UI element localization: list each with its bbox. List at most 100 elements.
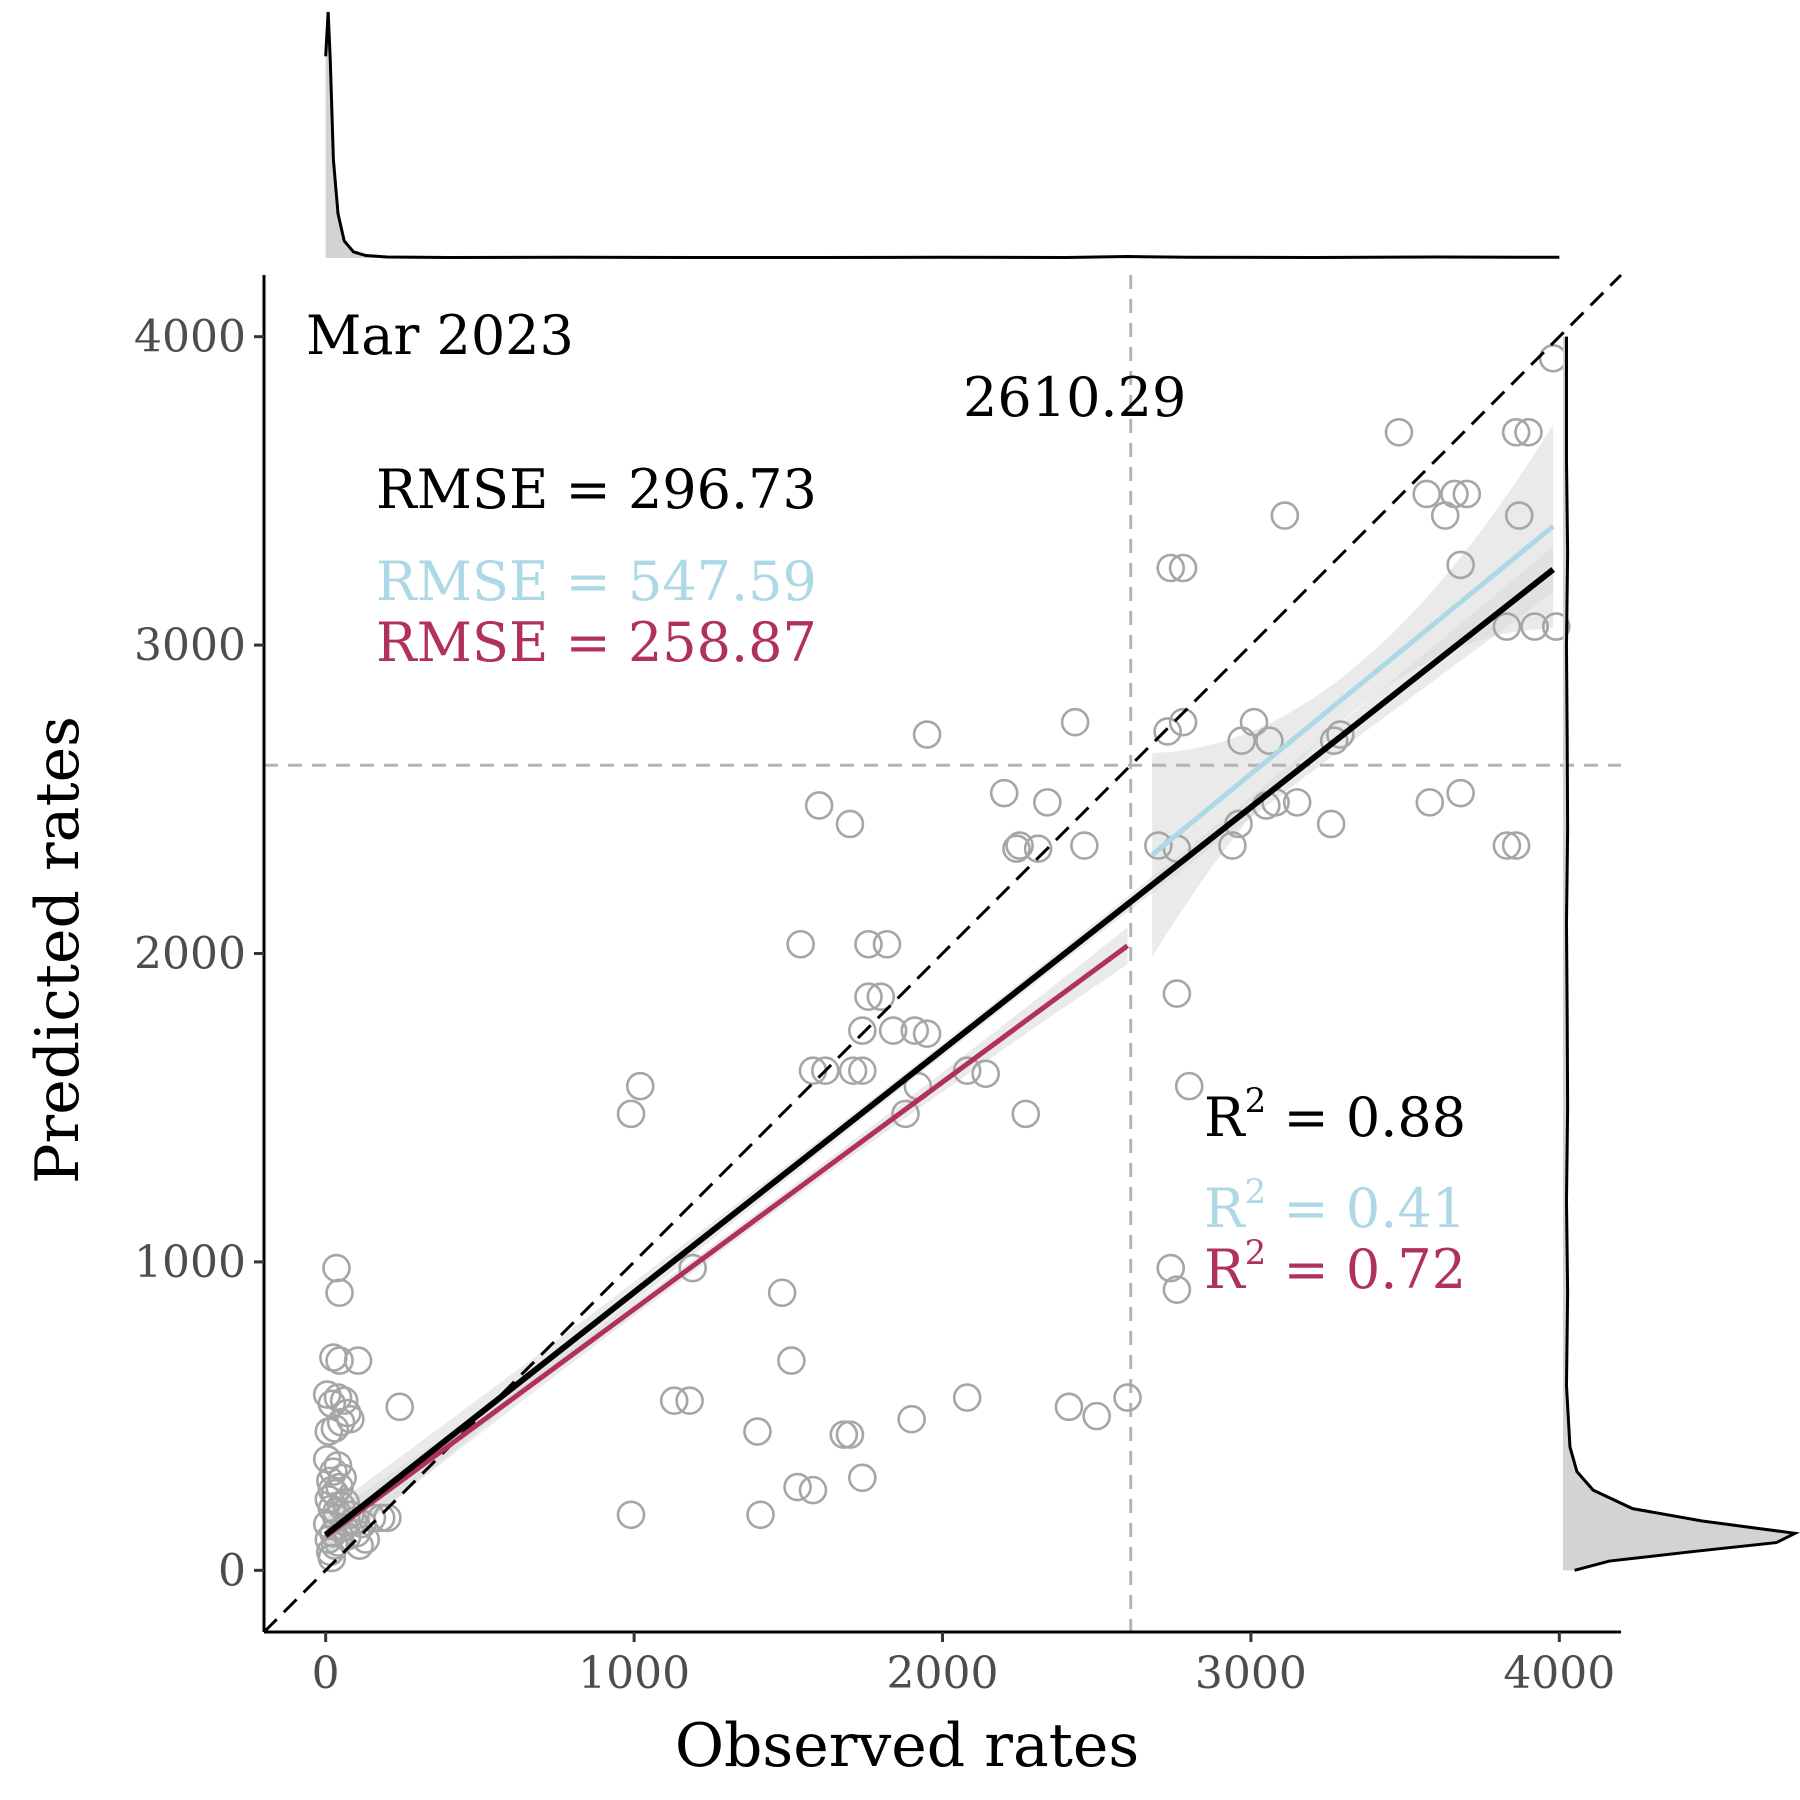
data-point [848,1016,877,1045]
data-point [829,1420,859,1449]
data-point [1504,501,1534,530]
data-point [385,1392,415,1422]
data-point [329,1386,359,1415]
data-point [1492,831,1522,860]
data-point [1282,788,1312,817]
top-density-fill [325,12,1560,258]
data-point [1415,788,1445,817]
data-point [317,1475,347,1505]
data-point [312,1444,342,1474]
data-point [1501,831,1531,860]
y-tick-label: 3000 [134,620,246,671]
data-point [1082,1401,1112,1431]
data-point [1319,726,1349,755]
x-tick-label: 4000 [1503,1648,1615,1699]
data-point [1538,343,1568,373]
data-point [1326,720,1355,749]
fit-line-above-threshold [1150,524,1555,857]
axes: 0 1000 2000 3000 4000 0 1000 2000 3000 4000 [134,275,1621,1699]
x-tick-label: 0 [312,1648,340,1699]
data-point [616,1500,646,1530]
data-point [798,1475,828,1505]
data-point [322,1253,351,1283]
data-point [1011,1099,1041,1129]
data-point [854,929,883,959]
data-point [325,1346,354,1375]
data-point [1255,726,1284,755]
data-point [1270,501,1300,530]
data-point [848,1056,877,1085]
data-point [616,1099,646,1129]
data-point [1060,707,1090,737]
data-point [872,929,902,959]
data-point [373,1503,402,1533]
top-density-curve [324,11,1560,260]
data-point [1113,1383,1142,1412]
data-point [804,791,834,820]
data-point [848,1463,877,1493]
data-point [1070,831,1099,860]
x-axis-title: Observed rates [675,1711,1139,1781]
data-point [1033,788,1062,817]
x-tick-label: 1000 [578,1648,690,1699]
threshold-label: 2610.29 [963,366,1186,429]
data-point [891,1099,920,1129]
fit-line-below-threshold [324,943,1130,1539]
fit-line-overall [323,567,1556,1538]
data-point [866,982,896,1011]
regression-lines [262,273,1623,1634]
y-tick-label: 2000 [134,929,246,980]
data-point [1492,612,1522,641]
data-point [912,720,942,749]
data-point [878,1016,908,1045]
data-point [1174,1071,1204,1101]
data-point [1239,707,1269,737]
data-point [336,1404,365,1434]
data-point [897,1404,926,1434]
data-point [342,1519,371,1548]
data-point [783,1472,812,1502]
data-point [1440,479,1469,509]
x-tick-label: 3000 [1195,1648,1307,1699]
data-point [1054,1392,1084,1422]
data-point [675,1386,704,1415]
data-point [777,1346,806,1375]
data-point [312,1380,342,1409]
data-point [1023,834,1053,863]
data-point [746,1500,775,1530]
y-tick-label: 4000 [134,312,246,363]
data-point [835,1420,865,1449]
data-point [678,1253,707,1283]
data-point [1316,809,1346,839]
r2-label-above: R2 = 0.41 [1204,1172,1466,1240]
data-point [767,1278,797,1308]
r2-label-below: R2 = 0.72 [1204,1233,1466,1301]
x-tick-label: 2000 [887,1648,999,1699]
data-point [659,1386,689,1415]
data-point [1162,1275,1192,1304]
data-point [1153,717,1182,746]
data-point [1168,707,1198,737]
data-point [1162,979,1192,1008]
data-point [1446,778,1475,808]
data-point [1446,550,1475,580]
rmse-label-below: RMSE = 258.87 [376,611,817,674]
y-tick-label: 1000 [134,1237,246,1288]
data-point [1218,831,1247,860]
data-point [912,1019,942,1048]
right-density-curve [1564,336,1800,1572]
data-point [320,1478,350,1508]
data-point [1002,834,1031,863]
data-points [312,343,1571,1573]
marginal-densities [324,11,1800,1572]
data-point [625,1071,655,1101]
data-point [1168,553,1198,583]
data-point [1452,479,1482,509]
period-label: Mar 2023 [306,304,574,367]
data-point [786,929,815,959]
data-point [1412,479,1442,509]
data-point [366,1503,396,1533]
data-point [952,1383,982,1412]
data-point [1384,417,1414,447]
